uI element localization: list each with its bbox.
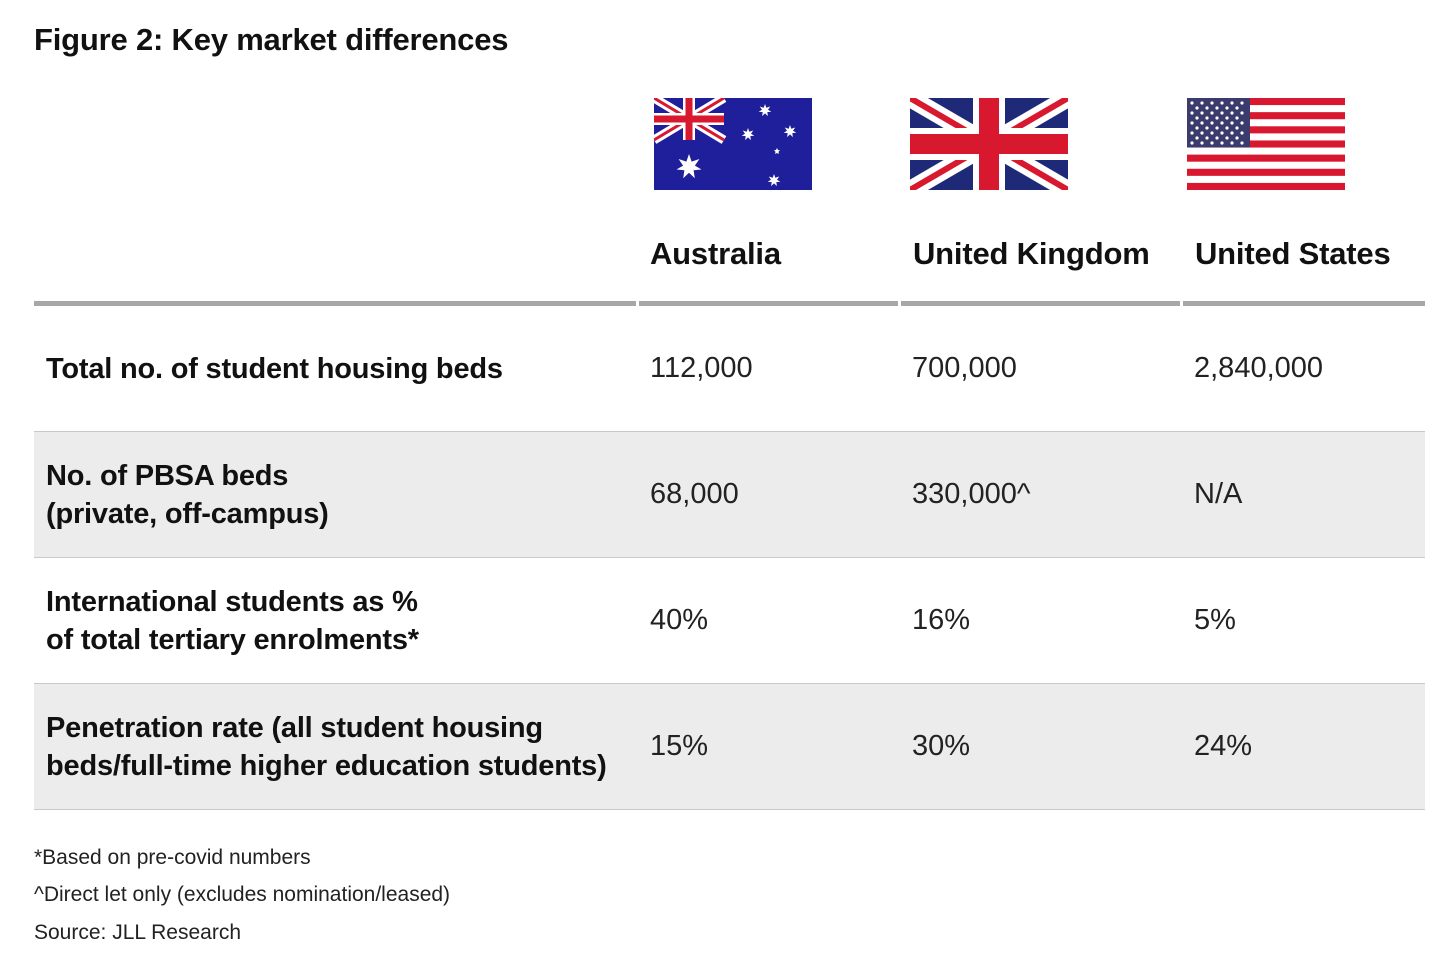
cell-australia: 112,000 — [650, 352, 753, 384]
table-row-pbsa-beds: No. of PBSA beds (private, off-campus) 6… — [34, 432, 1425, 558]
row-label-line: International students as % — [46, 585, 418, 618]
cell-australia: 68,000 — [650, 478, 739, 510]
row-label-line: beds/full-time higher education students… — [46, 749, 607, 782]
row-label-line: (private, off-campus) — [46, 497, 329, 530]
cell-united-states: 2,840,000 — [1194, 352, 1324, 384]
column-header-australia: Australia — [650, 236, 781, 271]
cell-australia: 40% — [650, 604, 709, 636]
australia-flag-icon — [654, 98, 812, 190]
column-header-united-states: United States — [1195, 236, 1391, 271]
cell-united-states: 5% — [1194, 604, 1236, 636]
row-label: No. of PBSA beds (private, off-campus) — [46, 432, 329, 557]
figure-title: Figure 2: Key market differences — [34, 22, 509, 57]
table-row-penetration-rate: Penetration rate (all student housing be… — [34, 684, 1425, 810]
table-row-total-beds: Total no. of student housing beds 112,00… — [34, 306, 1425, 432]
footnote-direct-let: ^Direct let only (excludes nomination/le… — [34, 883, 451, 906]
us-flag-icon — [1187, 98, 1345, 190]
row-label-line: of total tertiary enrolments* — [46, 623, 419, 656]
table-row-international-students: International students as % of total ter… — [34, 558, 1425, 684]
cell-united-kingdom: 700,000 — [912, 352, 1017, 384]
cell-united-kingdom: 30% — [912, 730, 971, 762]
cell-united-kingdom: 330,000^ — [912, 478, 1031, 510]
source-note: Source: JLL Research — [34, 921, 241, 944]
cell-united-kingdom: 16% — [912, 604, 971, 636]
row-label-line: No. of PBSA beds — [46, 459, 289, 492]
row-label-line: Penetration rate (all student housing — [46, 711, 543, 744]
cell-united-states: N/A — [1194, 478, 1243, 510]
cell-australia: 15% — [650, 730, 709, 762]
header-divider — [34, 301, 1425, 306]
row-label: International students as % of total ter… — [46, 558, 419, 683]
footnote-precovid: *Based on pre-covid numbers — [34, 846, 311, 869]
row-label-line: Total no. of student housing beds — [46, 352, 503, 385]
row-label: Penetration rate (all student housing be… — [46, 684, 607, 809]
row-label: Total no. of student housing beds — [46, 306, 503, 431]
column-header-united-kingdom: United Kingdom — [913, 236, 1150, 271]
uk-flag-icon — [910, 98, 1068, 190]
cell-united-states: 24% — [1194, 730, 1253, 762]
